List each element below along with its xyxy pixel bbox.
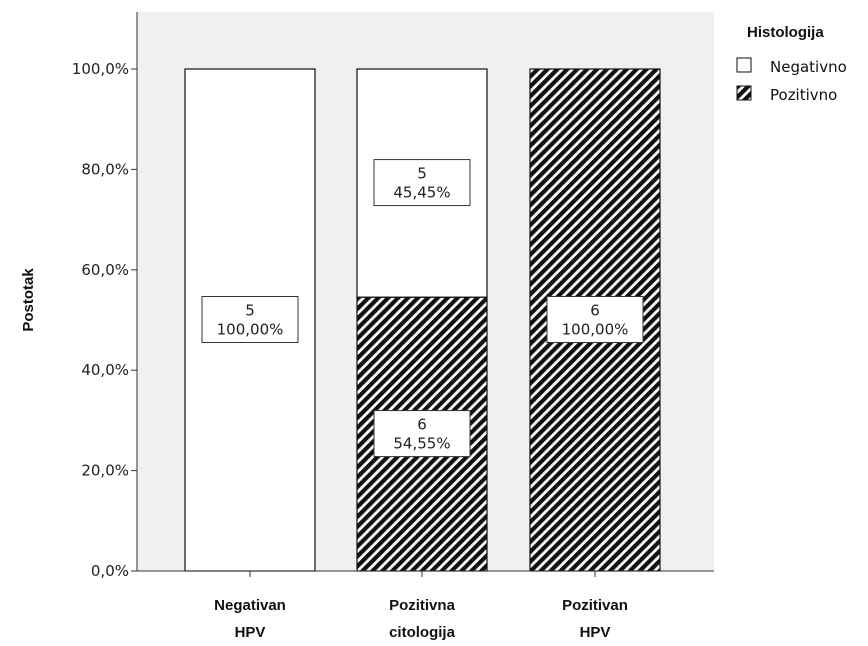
data-label-count: 5 <box>417 165 427 183</box>
legend-swatch-pozitivno <box>736 85 752 101</box>
data-label-percent: 45,45% <box>393 184 450 202</box>
x-axis: Negativan HPV Pozitivna citologija Pozitivan… <box>137 570 714 641</box>
data-label-box <box>546 296 644 343</box>
data-label: 654,55% <box>373 410 471 458</box>
legend-item-pozitivno: Pozitivno <box>770 86 837 104</box>
data-label-percent: 54,55% <box>393 435 450 453</box>
data-label-box <box>373 410 471 458</box>
data-label-box <box>373 159 471 207</box>
y-tick-label: 80,0% <box>81 160 129 178</box>
x-tick-label: Pozitivan HPV <box>562 597 628 641</box>
data-label-count: 5 <box>245 302 255 320</box>
x-tick-label: Negativan HPV <box>214 597 286 641</box>
legend: Histologija Negativno Pozitivno <box>736 24 847 104</box>
y-tick-label: 60,0% <box>81 261 129 279</box>
y-tick-label: 100,0% <box>72 60 129 78</box>
y-tick-label: 40,0% <box>81 361 129 379</box>
y-axis-title: Postotak <box>20 268 37 332</box>
data-label-box <box>201 296 299 343</box>
data-label-count: 6 <box>590 302 600 320</box>
data-label-percent: 100,00% <box>562 321 629 339</box>
y-tick-label: 20,0% <box>81 462 129 480</box>
data-label-percent: 100,00% <box>217 321 284 339</box>
y-tick-label: 0,0% <box>91 562 129 580</box>
data-label: 545,45% <box>373 159 471 207</box>
x-tick-label: Pozitivna citologija <box>389 597 456 641</box>
data-label-count: 6 <box>417 416 427 434</box>
y-axis: 0,0% 20,0% 40,0% 60,0% 80,0% 100,0% <box>72 12 138 580</box>
legend-swatch-negativno <box>736 57 752 73</box>
legend-title: Histologija <box>747 24 824 41</box>
legend-item-negativno: Negativno <box>770 58 847 76</box>
